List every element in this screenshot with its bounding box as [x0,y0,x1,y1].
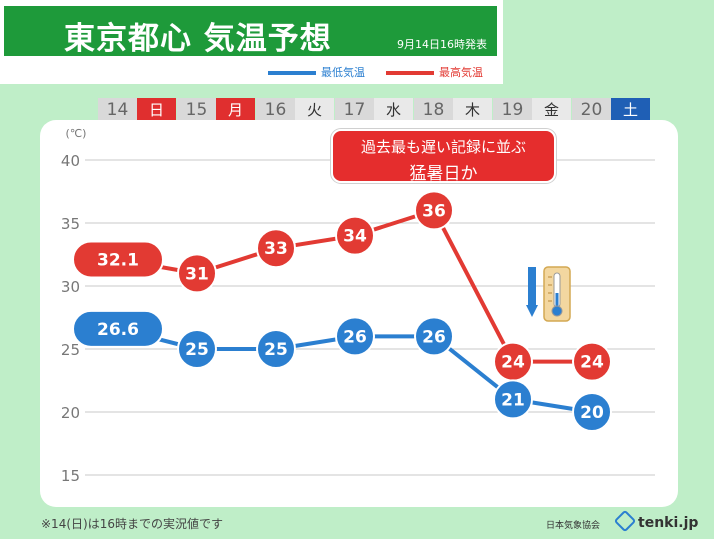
issued-time: 9月14日16時発表 [397,38,487,51]
temperature-chart: 15 20 25 30 35 40 (℃) 32.1 31 33 34 36 24 24 26.6 25 25 2… [61,127,655,485]
day-weekday: 土 [611,98,650,121]
high-temp-point [72,240,164,279]
y-tick-label: 15 [61,467,80,485]
high-temp-label: 32.1 [97,251,139,271]
y-tick-label: 30 [61,278,80,296]
high-temp-label: 34 [343,227,367,247]
day-weekday: 日 [137,98,176,121]
day-weekday: 火 [295,98,334,121]
callout-box: 過去最も遅い記録に並ぶ 猛暑日か [331,129,556,184]
low-temp-point [335,316,375,357]
low-temp-label: 20 [580,403,604,423]
y-unit-label: (℃) [66,127,87,140]
high-temp-label: 24 [501,353,525,373]
high-temp-label: 31 [185,264,209,284]
day-weekday: 金 [532,98,571,121]
legend-high: 最高気温 [386,64,483,80]
callout-line1: 過去最も遅い記録に並ぶ [360,138,526,156]
y-tick-label: 25 [61,341,80,359]
low-temp-label: 25 [264,340,288,360]
day-number: 15 [177,98,216,121]
legend-low: 最低気温 [268,64,365,80]
low-temp-label: 26.6 [97,320,139,340]
day-17: 17 水 [335,98,413,121]
source-agency: 日本気象協会 [546,521,601,531]
low-temp-point [177,329,217,369]
footnote: ※14(日)は16時までの実況値です [41,517,223,531]
day-19: 19 金 [493,98,571,121]
day-weekday: 木 [453,98,492,121]
low-temp-label: 26 [343,327,367,347]
title-bar: 東京都心 気温予想 9月14日16時発表 [4,6,497,57]
day-15: 15 月 [177,98,255,121]
high-temp-label: 24 [580,353,604,373]
low-temp-label: 21 [501,390,525,410]
brand-logo[interactable]: tenki.jp [613,509,699,533]
day-number: 18 [414,98,453,121]
y-tick-label: 20 [61,404,80,422]
high-temp-point [572,341,612,382]
legend-low-swatch [268,71,316,75]
high-temp-point [256,228,296,269]
legend-high-label: 最高気温 [439,66,483,79]
day-number: 14 [98,98,137,121]
high-temp-label: 36 [422,201,446,221]
day-weekday: 水 [374,98,413,121]
legend-high-swatch [386,71,434,75]
y-tick-label: 40 [61,152,80,170]
brand-name: tenki.jp [638,515,699,531]
low-temp-point [72,309,164,348]
high-temp-label: 33 [264,239,288,259]
day-number: 17 [335,98,374,121]
day-weekday: 月 [216,98,255,121]
low-temp-label: 25 [185,340,209,360]
low-temp-label: 26 [422,327,446,347]
low-temp-point [414,316,454,357]
low-temp-point [256,329,296,369]
callout-line2: 猛暑日か [409,164,478,184]
y-tick-label: 35 [61,215,80,233]
legend-low-label: 最低気温 [321,66,365,79]
header: 東京都心 気温予想 9月14日16時発表 最低気温 最高気温 [0,0,503,84]
day-number: 16 [256,98,295,121]
high-temp-point [414,190,454,231]
day-14: 14 日 [98,98,176,121]
day-20: 20 土 [572,98,650,121]
day-number: 19 [493,98,532,121]
high-temp-point [335,215,375,256]
day-number: 20 [572,98,611,121]
temperature-drop-icon [526,266,571,322]
tenki-logo-icon [613,509,637,533]
low-temp-point [493,379,533,420]
day-16: 16 火 [256,98,334,121]
low-temp-point [572,392,612,432]
page-title: 東京都心 気温予想 [64,21,332,57]
chart-panel: 15 20 25 30 35 40 (℃) 32.1 31 33 34 36 24 24 26.6 25 25 2… [40,120,678,507]
day-18: 18 木 [414,98,492,121]
high-temp-point [177,253,217,294]
